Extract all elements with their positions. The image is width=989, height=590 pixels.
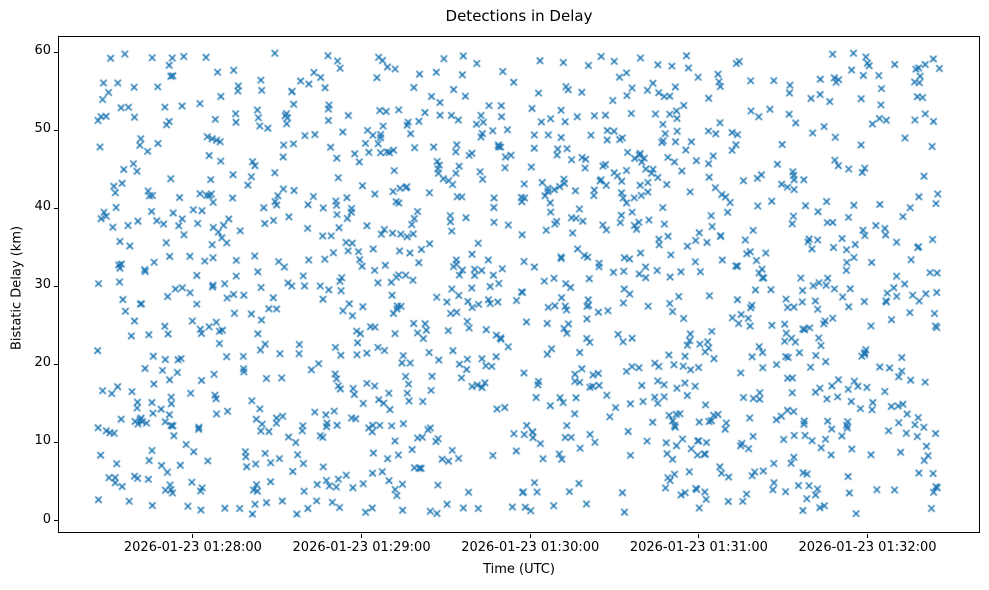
y-tick-mark (54, 51, 58, 53)
y-tick-mark (54, 520, 58, 522)
y-tick-label: 20 (34, 355, 51, 371)
y-tick-mark (54, 363, 58, 365)
x-tick-label: 2026-01-23 01:29:00 (292, 540, 431, 555)
y-tick-mark (54, 285, 58, 287)
x-axis-label: Time (UTC) (483, 562, 555, 577)
y-tick-mark (54, 441, 58, 443)
x-tick-label: 2026-01-23 01:32:00 (798, 540, 937, 555)
y-tick-label: 30 (34, 277, 51, 293)
y-tick-label: 40 (34, 199, 51, 215)
y-tick-label: 0 (42, 511, 51, 527)
x-tick-mark (192, 534, 194, 538)
scatter-points-canvas (58, 36, 980, 533)
x-tick-label: 2026-01-23 01:31:00 (629, 540, 768, 555)
x-tick-label: 2026-01-23 01:28:00 (123, 540, 262, 555)
x-tick-mark (361, 534, 363, 538)
x-tick-mark (529, 534, 531, 538)
y-tick-label: 10 (34, 433, 51, 449)
y-tick-label: 50 (34, 121, 51, 137)
y-tick-mark (54, 129, 58, 131)
x-tick-label: 2026-01-23 01:30:00 (461, 540, 600, 555)
x-tick-mark (867, 534, 869, 538)
y-tick-mark (54, 207, 58, 209)
x-tick-mark (698, 534, 700, 538)
chart-title: Detections in Delay (445, 7, 593, 25)
y-tick-label: 60 (34, 43, 51, 59)
